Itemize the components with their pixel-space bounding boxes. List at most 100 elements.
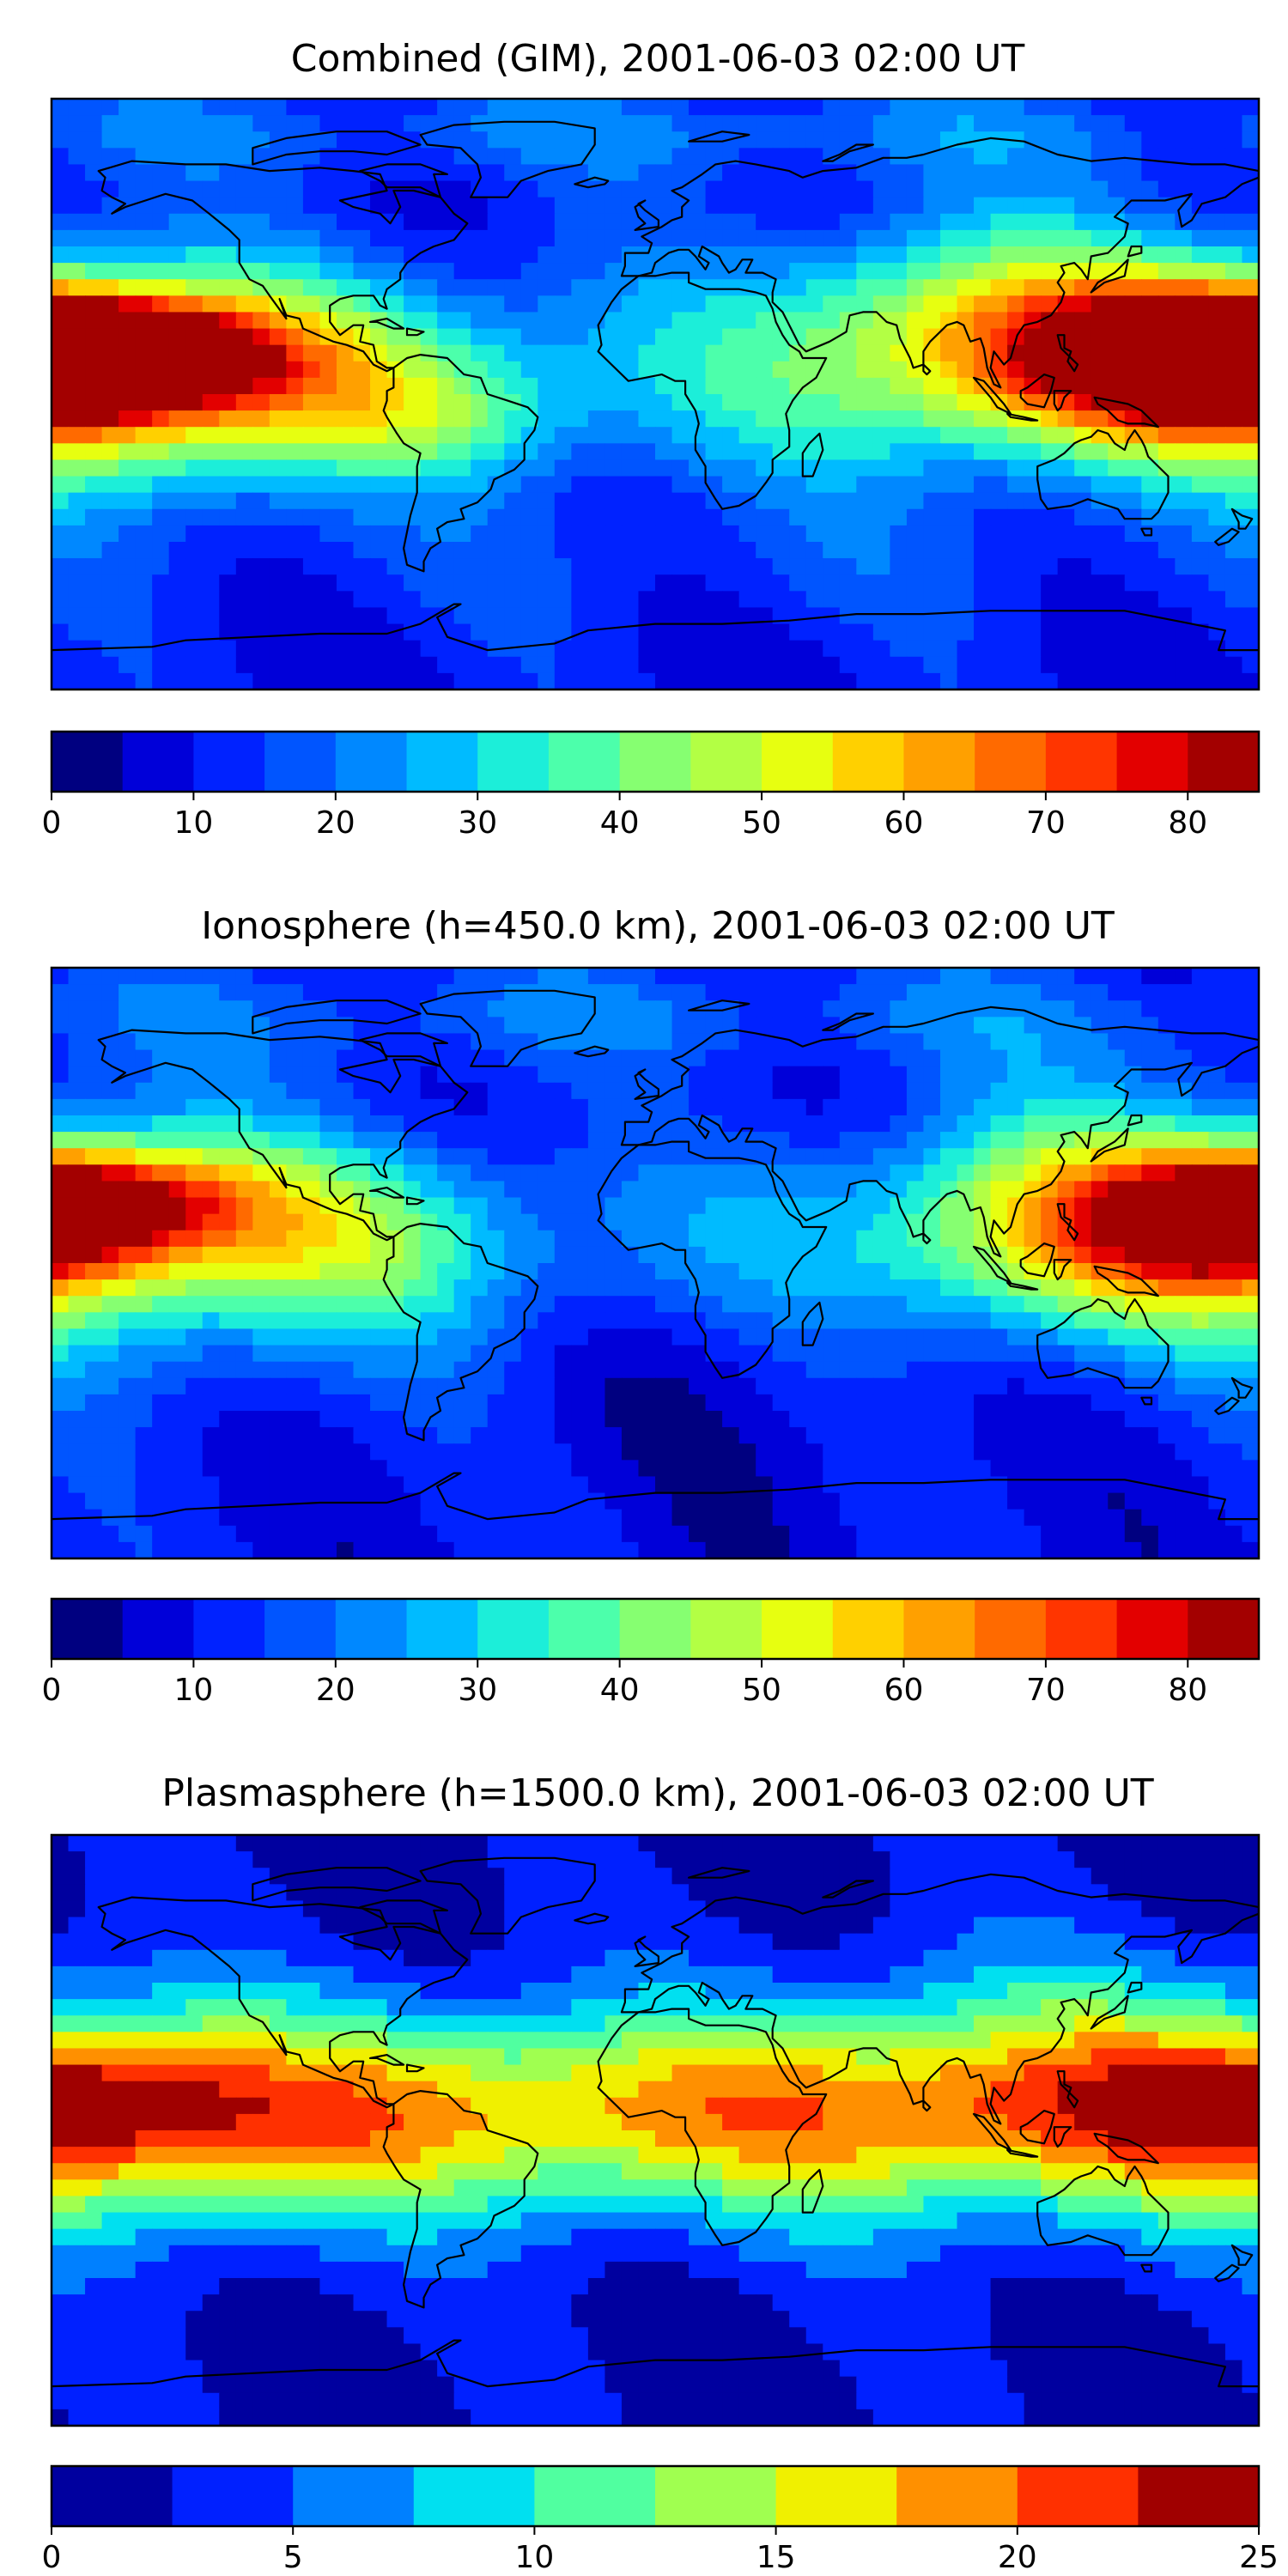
heat-cell (1091, 640, 1109, 658)
heat-cell (471, 1066, 489, 1084)
heat-cell (722, 1476, 740, 1494)
heat-cell (219, 1411, 237, 1428)
heat-cell (118, 1328, 137, 1346)
heat-cell (504, 164, 522, 182)
heat-cell (1091, 295, 1109, 313)
heat-cell (554, 1263, 572, 1280)
heat-cell (504, 443, 522, 461)
heat-cell (202, 229, 220, 247)
heat-cell (404, 1132, 422, 1149)
heat-cell (235, 180, 253, 198)
heat-cell (1124, 1049, 1142, 1067)
heat-cell (319, 1377, 337, 1395)
heat-cell (621, 1098, 640, 1116)
heat-cell (1041, 1460, 1059, 1478)
heat-cell (789, 508, 807, 526)
heat-cell (101, 115, 119, 132)
heat-cell (269, 968, 287, 985)
heat-cell (319, 197, 337, 215)
heat-cell (453, 1098, 471, 1116)
heat-cell (504, 263, 522, 280)
heat-cell (319, 574, 337, 592)
heat-cell (1108, 1345, 1126, 1363)
heat-cell (957, 542, 975, 559)
heat-cell (135, 312, 153, 330)
heat-cell (705, 1246, 723, 1264)
heat-cell (1057, 574, 1075, 592)
heat-cell (101, 427, 119, 444)
heat-cell (974, 640, 992, 658)
heat-cell (638, 1049, 656, 1067)
heat-cell (1091, 542, 1109, 559)
heat-cell (453, 1279, 471, 1297)
heat-cell (906, 968, 925, 985)
heat-cell (554, 427, 572, 444)
heat-cell (420, 99, 438, 116)
heat-cell (370, 656, 388, 674)
heat-cell (235, 443, 253, 461)
heat-cell (1124, 1000, 1142, 1018)
heat-cell (939, 394, 958, 411)
heat-cell (1224, 968, 1243, 985)
heat-cell (353, 1098, 371, 1116)
heat-cell (890, 164, 908, 182)
heat-cell (336, 672, 355, 690)
heat-cell (621, 443, 640, 461)
heat-cell (1007, 672, 1025, 690)
heat-cell (453, 1017, 471, 1035)
heat-cell (386, 99, 404, 116)
heat-cell (923, 1476, 941, 1494)
heat-cell (1242, 1443, 1259, 1461)
heat-cell (152, 295, 170, 313)
heat-cell (856, 99, 874, 116)
heat-cell (202, 1460, 220, 1478)
heat-cell (872, 427, 890, 444)
heat-cell (571, 1115, 589, 1133)
heat-cell (336, 246, 355, 264)
heat-cell (538, 394, 556, 411)
heat-cell (823, 99, 841, 116)
heat-cell (974, 656, 992, 674)
heat-cell (168, 1394, 186, 1412)
heat-cell (722, 197, 740, 215)
heat-cell (872, 525, 890, 543)
heat-cell (722, 558, 740, 575)
heat-cell (1041, 1213, 1059, 1231)
heat-cell (118, 574, 137, 592)
heat-cell (789, 1098, 807, 1116)
heat-cell (1007, 213, 1025, 231)
heat-cell (1108, 1328, 1126, 1346)
heat-cell (1024, 1246, 1042, 1264)
heat-cell (453, 1411, 471, 1428)
heat-cell (386, 1263, 404, 1280)
heat-cell (538, 410, 556, 428)
heat-cell (135, 394, 153, 411)
heat-cell (1074, 984, 1092, 1001)
heat-cell (621, 558, 640, 575)
heat-cell (1141, 180, 1159, 198)
heat-cell (671, 328, 690, 346)
coastline (1140, 527, 1153, 537)
heat-cell (404, 1000, 422, 1018)
heat-cell (1191, 410, 1210, 428)
heat-cell (286, 1476, 304, 1494)
heat-cell (621, 394, 640, 411)
heat-cell (118, 344, 137, 362)
coastline (1090, 258, 1129, 294)
heat-cell (638, 213, 656, 231)
heat-cell (1074, 672, 1092, 690)
heat-cell (353, 1181, 371, 1199)
heat-cell (722, 443, 740, 461)
heat-cell (605, 1443, 623, 1461)
heat-cell (370, 574, 388, 592)
heat-cell (655, 607, 673, 625)
coastline (405, 327, 425, 337)
heat-cell (68, 1246, 86, 1264)
heat-cell (219, 492, 237, 510)
heat-cell (1208, 279, 1226, 296)
heat-cell (85, 1377, 103, 1395)
heat-cell (957, 1279, 975, 1297)
heat-cell (1124, 1476, 1142, 1494)
heat-cell (353, 1132, 371, 1149)
heat-cell (957, 1115, 975, 1133)
